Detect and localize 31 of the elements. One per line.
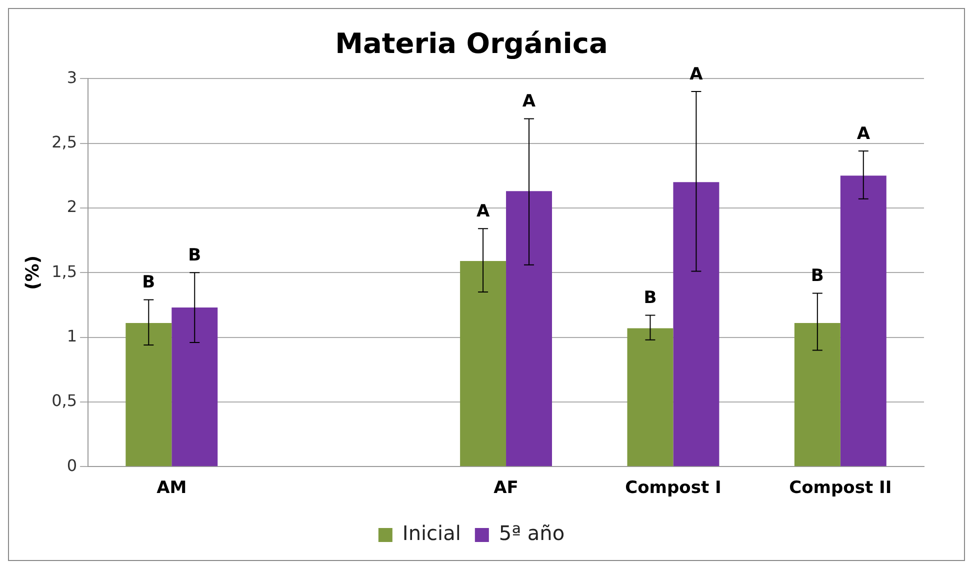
bar [794, 323, 840, 466]
chart-title: Materia Orgánica [335, 27, 608, 60]
bar [506, 191, 552, 466]
bar [460, 260, 506, 466]
y-tick-label: 0,5 [52, 391, 78, 410]
y-tick-label: 1 [66, 326, 78, 346]
x-tick-label: Compost I [625, 478, 722, 498]
legend-label: 5ª año [498, 521, 565, 546]
bar [627, 328, 674, 466]
bar [840, 176, 886, 466]
y-tick-label: 3 [66, 68, 78, 87]
bar [126, 323, 172, 466]
annotation: B [810, 266, 824, 286]
x-tick-label: Compost II [789, 478, 892, 498]
y-axis-title: (%) [22, 255, 44, 290]
bar [172, 308, 218, 466]
annotation: B [644, 288, 657, 308]
annotation: B [142, 272, 156, 293]
bar [673, 182, 720, 466]
annotation: A [476, 202, 490, 222]
annotation: A [522, 92, 536, 112]
annotation: A [856, 124, 871, 144]
y-tick-label: 0 [66, 456, 78, 475]
y-tick-label: 1,5 [52, 262, 78, 281]
legend-label: Inicial [402, 521, 461, 546]
y-tick-label: 2 [66, 197, 78, 216]
x-tick-label: AM [156, 478, 187, 498]
y-tick-label: 2,5 [52, 132, 78, 152]
annotation: B [188, 246, 202, 266]
x-tick-label: AF [494, 478, 518, 498]
annotation: A [690, 64, 704, 84]
